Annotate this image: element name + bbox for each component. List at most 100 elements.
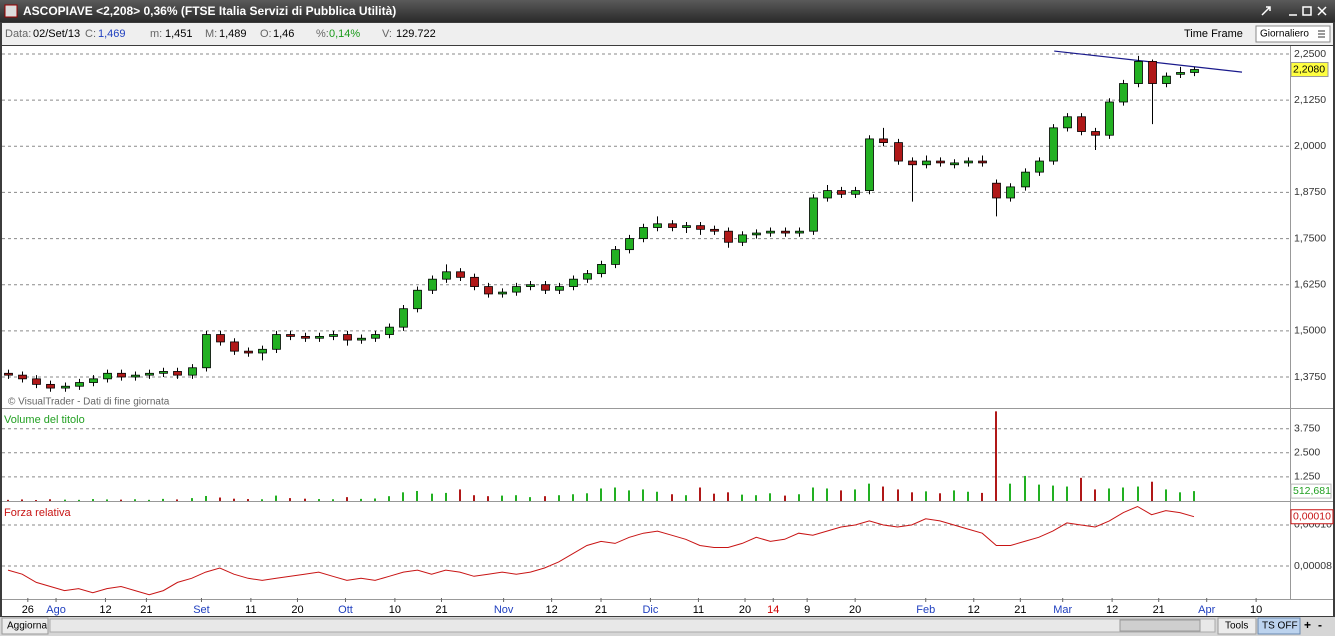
time-frame-select[interactable] <box>1255 25 1331 43</box>
last-volume-label: 512,681 <box>1293 485 1331 497</box>
candle-body <box>244 350 253 354</box>
volume-bar <box>247 499 249 501</box>
volume-bar <box>642 489 644 501</box>
candle-body <box>583 273 592 280</box>
candle-body <box>555 286 564 291</box>
volume-bar <box>431 493 433 501</box>
candle-body <box>329 334 338 337</box>
candle-body <box>837 190 846 195</box>
candle-body <box>541 284 550 291</box>
y-tick-label: 0,00008 <box>1294 560 1332 572</box>
volume-bar <box>1080 477 1082 501</box>
ts-label[interactable]: TS OFF <box>1262 621 1298 632</box>
info-label: Data: <box>5 28 31 40</box>
volume-bar <box>64 499 66 501</box>
candle-body <box>964 160 973 164</box>
candle-body <box>823 190 832 199</box>
volume-bar <box>713 493 715 501</box>
info-label: V: <box>382 28 392 40</box>
select-arrow <box>1318 30 1325 38</box>
x-tick-label: 26 <box>22 604 34 616</box>
volume-bar <box>360 498 362 501</box>
volume-bar <box>233 498 235 501</box>
candle-body <box>894 142 903 162</box>
volume-bar <box>49 499 51 501</box>
candle-body <box>1091 131 1100 136</box>
window-controls[interactable] <box>1261 6 1327 16</box>
x-tick-label: 20 <box>291 604 303 616</box>
app-icon <box>4 4 18 18</box>
close-button[interactable] <box>1317 6 1327 16</box>
candle-body <box>752 232 761 236</box>
volume-bar <box>473 495 475 501</box>
volume-bar <box>275 495 277 501</box>
candle-body <box>724 230 733 243</box>
volume-bar <box>78 499 80 501</box>
x-tick-label: 21 <box>140 604 152 616</box>
volume-bar <box>487 496 489 501</box>
volume-bar <box>911 492 913 501</box>
candle-body <box>710 228 719 232</box>
volume-bar <box>1094 489 1096 501</box>
candle-body <box>301 335 310 339</box>
maximize-button[interactable] <box>1302 6 1312 16</box>
panel-title: Forza relativa <box>4 507 72 519</box>
candle-body <box>103 372 112 380</box>
y-tick-label: 1,8750 <box>1294 186 1326 198</box>
volume-bar <box>134 499 136 501</box>
tool-button[interactable] <box>1261 6 1271 16</box>
volume-bar <box>558 495 560 501</box>
info-value: 02/Set/13 <box>33 28 80 40</box>
candle-body <box>357 337 366 341</box>
scroll-thumb[interactable] <box>1119 619 1201 632</box>
candle-body <box>258 348 267 354</box>
info-value: 1,46 <box>273 28 294 40</box>
tools-label[interactable]: Tools <box>1225 621 1248 632</box>
volume-bar <box>219 497 221 501</box>
volume-bar <box>289 498 291 501</box>
volume-bar <box>925 491 927 501</box>
candle-body <box>936 160 945 164</box>
time-frame-value[interactable]: Giornaliero <box>1260 29 1309 40</box>
tools-button[interactable] <box>1217 617 1257 635</box>
info-value: 1,451 <box>165 28 193 40</box>
candle-body <box>216 334 225 343</box>
volume-bar <box>586 493 588 501</box>
zoom-out[interactable]: - <box>1318 618 1322 632</box>
x-tick-label: 9 <box>804 604 810 616</box>
volume-bar <box>445 492 447 501</box>
x-tick-label: 20 <box>849 604 861 616</box>
refresh-label[interactable]: Aggiorna <box>7 621 47 632</box>
y-tick-label: 1,3750 <box>1294 371 1326 383</box>
volume-bar <box>812 487 814 501</box>
y-tick-label: 2,0000 <box>1294 140 1326 152</box>
candle-body <box>851 190 860 195</box>
candle-body <box>1035 160 1044 173</box>
candle-body <box>781 230 790 234</box>
candle-body <box>371 334 380 339</box>
refresh-button[interactable] <box>1 617 49 635</box>
candle-body <box>399 308 408 328</box>
candle-body <box>1190 69 1199 73</box>
scrollbar[interactable] <box>49 618 1216 633</box>
info-label: m: <box>150 28 162 40</box>
volume-bar <box>741 494 743 501</box>
candle-body <box>343 334 352 341</box>
candle-body <box>908 160 917 166</box>
x-tick-label: 12 <box>1106 604 1118 616</box>
x-tick-label: Mar <box>1053 604 1072 616</box>
info-value: 1,469 <box>98 28 126 40</box>
volume-bar <box>261 499 263 501</box>
volume-bar <box>515 495 517 501</box>
volume-bar <box>1151 481 1153 501</box>
candle-body <box>442 271 451 280</box>
volume-bar <box>1009 483 1011 501</box>
last-price-badge <box>1290 62 1329 78</box>
zoom-in[interactable]: + <box>1304 618 1311 632</box>
volume-bar <box>1024 475 1026 501</box>
x-tick-label: 21 <box>435 604 447 616</box>
candle-body <box>1134 60 1143 84</box>
volume-bar <box>416 490 418 501</box>
ts-button[interactable] <box>1257 617 1301 635</box>
y-tick-label: 3.750 <box>1294 422 1320 434</box>
